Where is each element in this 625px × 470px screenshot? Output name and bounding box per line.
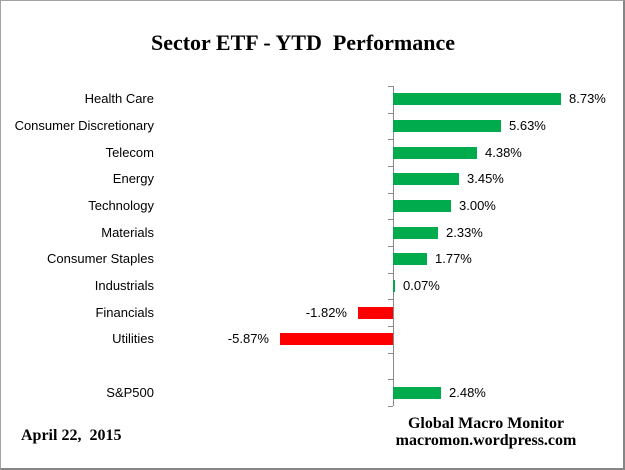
category-label-industrials: Industrials [94,278,154,293]
axis-tick [388,272,393,274]
axis-tick [388,246,393,247]
category-label-technology: Technology [88,198,154,213]
negative-bar-utilities [280,333,393,346]
axis-tick [388,192,393,194]
positive-bar-materials [393,226,438,239]
credit-block: Global Macro Monitor macromon.wordpress.… [391,415,581,449]
value-label-financials: -1.82% [305,304,347,320]
positive-bar-energy [393,173,459,186]
category-label-s-p500: S&P500 [106,384,154,400]
category-label-financials: Financials [95,304,154,320]
positive-bar-technology [393,200,451,212]
positive-bar-telecom [393,146,477,159]
value-label-health-care: 8.73% [569,91,606,107]
axis-tick [388,326,393,327]
value-label-technology: 3.00% [459,198,496,213]
value-label-consumer-discretionary: 5.63% [509,118,546,133]
credit-line-1: Global Macro Monitor [407,415,565,432]
value-axis-line [393,86,394,406]
positive-bar-consumer-staples [393,253,427,266]
category-label-materials: Materials [101,224,154,240]
value-label-consumer-staples: 1.77% [435,251,472,267]
category-label-energy: Energy [112,171,154,187]
axis-tick [388,86,393,87]
negative-bar-financials [358,306,393,319]
category-label-utilities: Utilities [112,331,154,347]
value-label-s-p500: 2.48% [449,384,486,400]
axis-tick [388,166,393,167]
axis-tick [388,139,393,141]
category-label-consumer-staples: Consumer Staples [47,251,154,267]
axis-tick [388,219,393,221]
positive-bar-industrials [393,280,395,292]
positive-bar-consumer-discretionary [393,120,501,132]
axis-tick [388,379,393,381]
value-label-utilities: -5.87% [227,331,269,347]
axis-tick [388,406,393,407]
value-label-energy: 3.45% [467,171,504,187]
category-label-telecom: Telecom [105,144,154,160]
date-label: April 22, 2015 [21,427,122,444]
value-label-materials: 2.33% [446,224,483,240]
value-label-industrials: 0.07% [403,278,440,293]
axis-tick [388,352,393,354]
axis-tick [388,299,393,301]
positive-bar-s-p500 [393,386,441,399]
positive-bar-health-care [393,93,561,106]
category-label-health-care: Health Care [84,91,154,107]
value-label-telecom: 4.38% [485,144,522,160]
chart-title: Sector ETF - YTD Performance [150,30,456,55]
axis-tick [388,112,393,114]
credit-line-2: macromon.wordpress.com [395,432,577,449]
category-label-consumer-discretionary: Consumer Discretionary [14,118,154,133]
